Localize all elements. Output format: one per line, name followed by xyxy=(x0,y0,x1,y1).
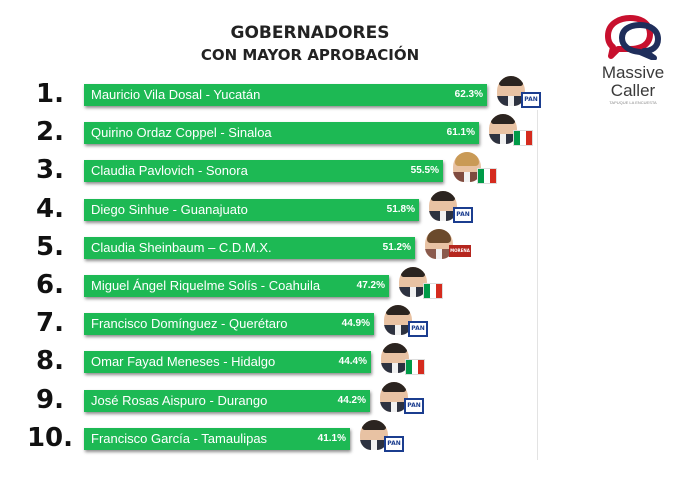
bar-label: Francisco García - Tamaulipas xyxy=(91,431,268,446)
value-label: 44.2% xyxy=(337,395,366,406)
divider-line xyxy=(537,110,538,460)
bar: Miguel Ángel Riquelme Solís - Coahuila 47… xyxy=(84,275,389,297)
rank-label: 4. xyxy=(36,194,64,224)
chart-title-line-1: GOBERNADORES xyxy=(230,23,390,43)
bar-label: Quirino Ordaz Coppel - Sinaloa xyxy=(91,125,272,140)
bar: Diego Sinhue - Guanajuato 51.8% xyxy=(84,199,419,221)
rank-label: 2. xyxy=(36,117,64,147)
logo-tagline: TAPUQUE LA ENCUESTA xyxy=(609,100,657,105)
man-icon xyxy=(360,420,388,450)
pri-logo-icon xyxy=(405,359,425,375)
bar: Claudia Sheinbaum – C.D.M.X. 51.2% xyxy=(84,237,415,259)
logo-brand-line-1: Massive xyxy=(601,63,665,82)
rank-label: 5. xyxy=(36,232,64,262)
rank-label: 10. xyxy=(26,423,74,453)
value-label: 62.3% xyxy=(454,89,483,100)
man-icon xyxy=(497,76,525,106)
bar: Omar Fayad Meneses - Hidalgo 44.4% xyxy=(84,351,371,373)
pan-logo-icon: PAN xyxy=(453,207,473,223)
chart-title-line-2: CON MAYOR APROBACIÓN xyxy=(200,46,420,64)
woman-blonde-icon xyxy=(453,152,481,182)
bar: Francisco Domínguez - Querétaro 44.9% xyxy=(84,313,374,335)
bar-label: Francisco Domínguez - Querétaro xyxy=(91,316,288,331)
woman-icon xyxy=(425,229,453,259)
rank-label: 3. xyxy=(36,155,64,185)
pri-logo-icon xyxy=(423,283,443,299)
bar-label: Diego Sinhue - Guanajuato xyxy=(91,202,248,217)
value-label: 51.2% xyxy=(382,242,411,253)
bar-label: Miguel Ángel Riquelme Solís - Coahuila xyxy=(91,278,321,293)
rank-label: 9. xyxy=(36,385,64,415)
bar: Claudia Pavlovich - Sonora 55.5% xyxy=(84,160,443,182)
man-icon xyxy=(381,343,409,373)
bar-label: Claudia Sheinbaum – C.D.M.X. xyxy=(91,240,272,255)
logo-brand-line-2: Caller xyxy=(610,81,656,100)
value-label: 55.5% xyxy=(410,165,439,176)
bar: José Rosas Aispuro - Durango 44.2% xyxy=(84,390,370,412)
pan-logo-icon: PAN xyxy=(408,321,428,337)
massive-caller-logo: Massive Caller TAPUQUE LA ENCUESTA xyxy=(588,14,678,105)
man-icon xyxy=(384,305,412,335)
pri-logo-icon xyxy=(513,130,533,146)
value-label: 47.2% xyxy=(356,280,385,291)
bar: Francisco García - Tamaulipas 41.1% xyxy=(84,428,350,450)
value-label: 44.9% xyxy=(341,318,370,329)
morena-logo-icon: MORENA xyxy=(449,245,471,257)
bar-label: Omar Fayad Meneses - Hidalgo xyxy=(91,354,276,369)
bar-label: Mauricio Vila Dosal - Yucatán xyxy=(91,87,261,102)
value-label: 44.4% xyxy=(338,356,367,367)
chart-title: GOBERNADORES CON MAYOR APROBACIÓN xyxy=(160,22,460,66)
man-icon xyxy=(429,191,457,221)
bar-label: Claudia Pavlovich - Sonora xyxy=(91,163,248,178)
rank-label: 6. xyxy=(36,270,64,300)
value-label: 61.1% xyxy=(446,127,475,138)
rank-label: 1. xyxy=(36,79,64,109)
pri-logo-icon xyxy=(477,168,497,184)
bar: Quirino Ordaz Coppel - Sinaloa 61.1% xyxy=(84,122,479,144)
pan-logo-icon: PAN xyxy=(404,398,424,414)
bar: Mauricio Vila Dosal - Yucatán 62.3% xyxy=(84,84,487,106)
man-icon xyxy=(489,114,517,144)
rank-label: 7. xyxy=(36,308,64,338)
bar-label: José Rosas Aispuro - Durango xyxy=(91,393,268,408)
pan-logo-icon: PAN xyxy=(521,92,541,108)
value-label: 51.8% xyxy=(386,204,415,215)
rank-label: 8. xyxy=(36,346,64,376)
man-icon xyxy=(399,267,427,297)
man-icon xyxy=(380,382,408,412)
speech-bubbles-icon xyxy=(605,15,661,60)
value-label: 41.1% xyxy=(317,433,346,444)
pan-logo-icon: PAN xyxy=(384,436,404,452)
